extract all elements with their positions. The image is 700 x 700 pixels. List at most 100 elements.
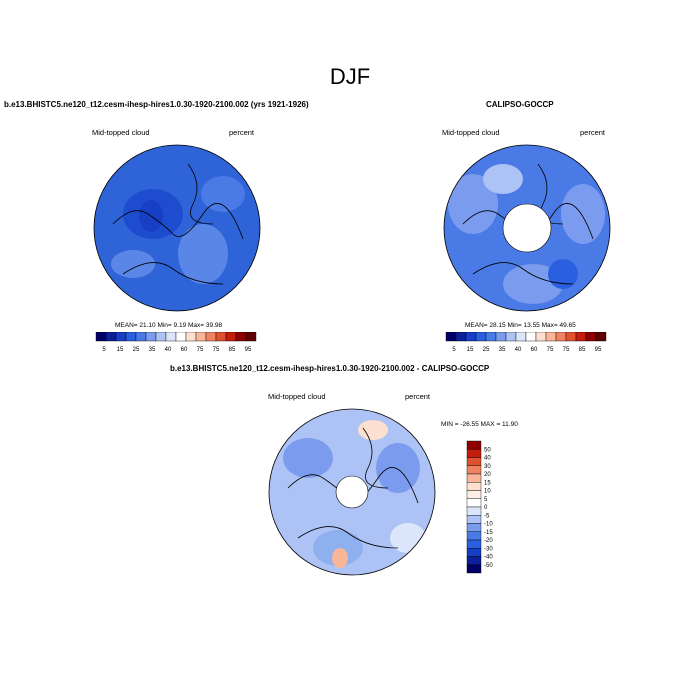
colorbar-diff-tick-label: -5 bbox=[484, 513, 490, 519]
colorbar-diff-swatch bbox=[466, 473, 482, 483]
panel-1-units-label: percent bbox=[229, 128, 255, 137]
colorbar-2-swatch bbox=[495, 332, 507, 342]
colorbar-1-swatch bbox=[135, 332, 147, 342]
colorbar-1-swatch bbox=[165, 332, 177, 342]
colorbar-diff-tick-label: 40 bbox=[484, 456, 491, 462]
colorbar-2-swatch bbox=[575, 332, 587, 342]
colorbar-2-swatch bbox=[555, 332, 567, 342]
colorbar-1-swatch bbox=[185, 332, 197, 342]
colorbar-2-tick-label: 85 bbox=[579, 347, 586, 353]
colorbar-1-tick-label: 95 bbox=[245, 347, 252, 353]
colorbar-1-swatch bbox=[115, 332, 127, 342]
colorbar-1-swatch bbox=[205, 332, 217, 342]
colorbar-2-tick-label: 5 bbox=[452, 347, 456, 353]
colorbar-2-swatch bbox=[545, 332, 557, 342]
colorbar-diff-tick-label: -30 bbox=[484, 546, 493, 552]
panel-2-polar-map bbox=[443, 144, 611, 312]
colorbar-diff-tick-label: -15 bbox=[484, 530, 493, 536]
panel-1-title: b.e13.BHISTC5.ne120_t12.cesm-ihesp-hires… bbox=[4, 100, 309, 109]
panel-3-units-label: percent bbox=[405, 392, 431, 401]
colorbar-1-tick-label: 35 bbox=[149, 347, 156, 353]
colorbar-diff-tick-label: 50 bbox=[484, 447, 491, 453]
colorbar-2-swatch bbox=[525, 332, 537, 342]
panel-2-units-label: percent bbox=[580, 128, 606, 137]
panel-1-left-label: Mid-topped cloud bbox=[92, 128, 150, 137]
colorbar-1-swatch bbox=[95, 332, 107, 342]
colorbar-diff-swatch bbox=[466, 465, 482, 475]
colorbar-1-swatch bbox=[105, 332, 117, 342]
panel-3-polar-map bbox=[268, 408, 436, 576]
colorbar-diff-tick-label: 15 bbox=[484, 480, 491, 486]
colorbar-1: 5 15 25 35 40 60 75 75 85 95 bbox=[95, 332, 257, 353]
colorbar-diff-tick-label: 20 bbox=[484, 472, 491, 478]
colorbar-diff-swatch bbox=[466, 440, 482, 450]
colorbar-2-swatch bbox=[565, 332, 577, 342]
figure-title: DJF bbox=[329, 64, 371, 89]
colorbar-2-swatch bbox=[535, 332, 547, 342]
colorbar-diff-tick-label: -50 bbox=[484, 563, 493, 569]
colorbar-2-tick-label: 25 bbox=[483, 347, 490, 353]
panel-2-stats: MEAN= 28.15 Min= 13.55 Max= 49.65 bbox=[465, 322, 576, 329]
colorbar-diff-tick-label: -10 bbox=[484, 522, 493, 528]
colorbar-1-tick-label: 5 bbox=[102, 347, 106, 353]
colorbar-1-swatch bbox=[215, 332, 227, 342]
colorbar-2-tick-label: 15 bbox=[467, 347, 474, 353]
panel-3-left-label: Mid-topped cloud bbox=[268, 392, 326, 401]
colorbar-diff-swatch bbox=[466, 548, 482, 557]
colorbar-1-tick-label: 60 bbox=[181, 347, 188, 353]
colorbar-1-swatch bbox=[195, 332, 207, 342]
colorbar-diff-swatch bbox=[466, 531, 482, 541]
colorbar-2-swatch bbox=[445, 332, 457, 342]
colorbar-1-swatch bbox=[225, 332, 237, 342]
colorbar-1-tick-label: 85 bbox=[229, 347, 236, 353]
colorbar-1-tick-label: 75 bbox=[213, 347, 220, 353]
colorbar-1-swatch bbox=[175, 332, 187, 342]
colorbar-diff-tick-label: 5 bbox=[484, 497, 488, 503]
colorbar-1-swatch bbox=[125, 332, 137, 342]
colorbar-2-tick-label: 75 bbox=[563, 347, 570, 353]
colorbar-1-swatch bbox=[235, 332, 247, 342]
colorbar-1-swatch bbox=[145, 332, 157, 342]
colorbar-1-swatch bbox=[245, 332, 257, 342]
colorbar-2-tick-label: 60 bbox=[531, 347, 538, 353]
colorbar-2-tick-label: 95 bbox=[595, 347, 602, 353]
colorbar-2-swatch bbox=[475, 332, 487, 342]
colorbar-2-swatch bbox=[505, 332, 517, 342]
panel-1-stats: MEAN= 21.10 Min= 9.19 Max= 39.98 bbox=[115, 322, 223, 329]
colorbar-2-swatch bbox=[465, 332, 477, 342]
colorbar-diff-tick-label: -40 bbox=[484, 555, 493, 561]
panel-3-title: b.e13.BHISTC5.ne120_t12.cesm-ihesp-hires… bbox=[170, 364, 490, 373]
colorbar-1-tick-label: 15 bbox=[117, 347, 124, 353]
colorbar-2-tick-label: 75 bbox=[547, 347, 554, 353]
colorbar-2-swatch bbox=[455, 332, 467, 342]
colorbar-diff-swatch bbox=[466, 482, 482, 491]
colorbar-diff-swatch bbox=[466, 506, 482, 516]
colorbar-1-tick-label: 40 bbox=[165, 347, 172, 353]
colorbar-diff-swatch bbox=[466, 498, 482, 508]
colorbar-2-swatch bbox=[585, 332, 597, 342]
colorbar-1-tick-label: 25 bbox=[133, 347, 140, 353]
panel-2-title: CALIPSO-GOCCP bbox=[486, 100, 554, 109]
colorbar-diff-tick-label: 30 bbox=[484, 464, 491, 470]
colorbar-1-swatch bbox=[155, 332, 167, 342]
panel-1-polar-map bbox=[93, 144, 261, 312]
colorbar-1-tick-label: 75 bbox=[197, 347, 204, 353]
panel-2-left-label: Mid-topped cloud bbox=[442, 128, 500, 137]
panel-3-stats: MIN = -26.55 MAX = 11.90 bbox=[441, 421, 518, 428]
colorbar-diff-swatch bbox=[466, 556, 482, 565]
colorbar-diff-swatch bbox=[466, 564, 482, 574]
colorbar-2-swatch bbox=[485, 332, 497, 342]
colorbar-diff-swatch bbox=[466, 523, 482, 532]
colorbar-2-tick-label: 35 bbox=[499, 347, 506, 353]
colorbar-2-swatch bbox=[515, 332, 527, 342]
colorbar-2-tick-label: 40 bbox=[515, 347, 522, 353]
colorbar-2: 5 15 25 35 40 60 75 75 85 95 bbox=[445, 332, 607, 353]
colorbar-diff-swatch bbox=[466, 449, 482, 458]
colorbar-diff-swatch bbox=[466, 457, 482, 466]
colorbar-2-swatch bbox=[595, 332, 607, 342]
colorbar-diff-swatch bbox=[466, 515, 482, 524]
colorbar-diff-tick-label: 10 bbox=[484, 489, 491, 495]
colorbar-diff-swatch bbox=[466, 539, 482, 549]
colorbar-diff-swatch bbox=[466, 490, 482, 499]
